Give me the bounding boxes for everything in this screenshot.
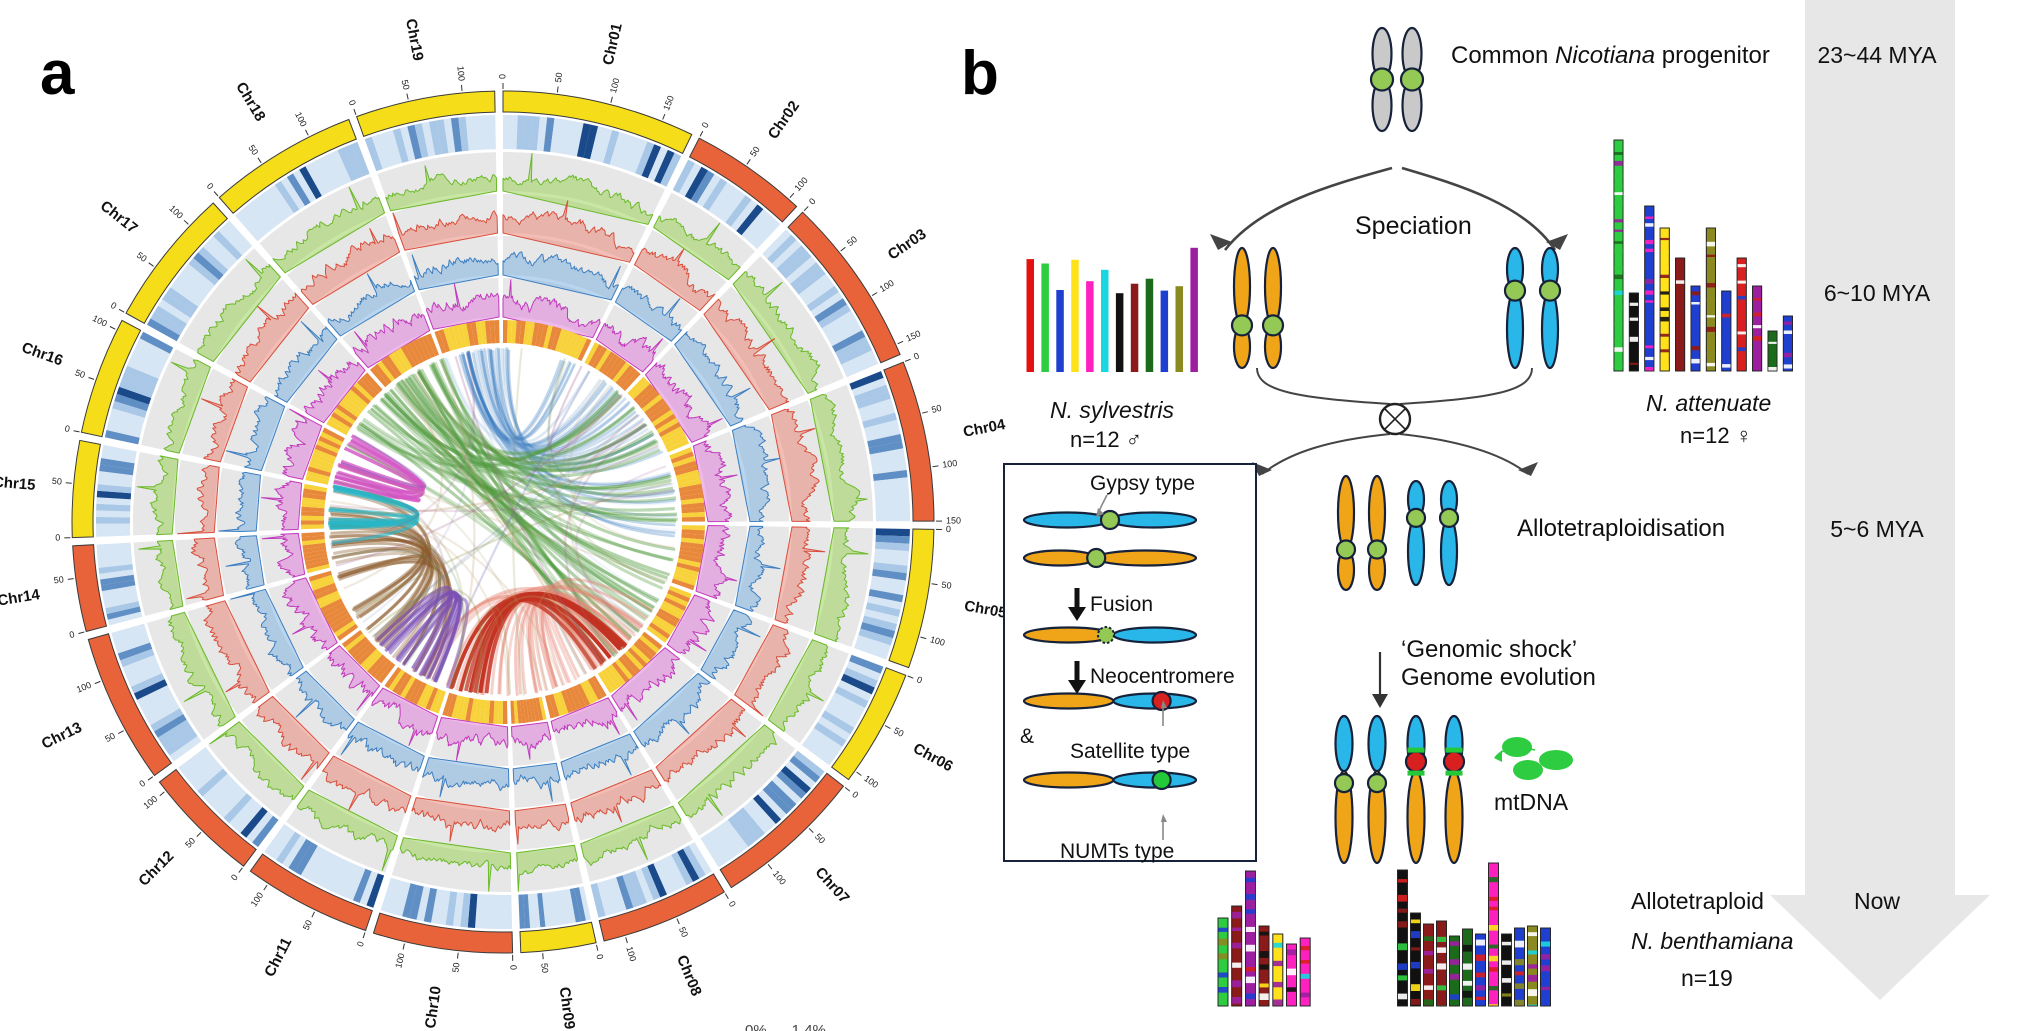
svg-text:50: 50 <box>246 143 260 157</box>
svg-text:50: 50 <box>183 836 197 850</box>
svg-text:Chr06: Chr06 <box>910 740 955 775</box>
svg-text:0: 0 <box>508 965 518 970</box>
svg-text:100: 100 <box>167 203 185 221</box>
svg-text:Chr02: Chr02 <box>765 98 803 143</box>
svg-text:100: 100 <box>624 945 638 962</box>
svg-text:Chr03: Chr03 <box>885 226 930 264</box>
svg-text:150: 150 <box>904 328 922 343</box>
svg-text:100: 100 <box>293 110 309 128</box>
svg-text:Chr12: Chr12 <box>135 848 177 890</box>
svg-text:Chr13: Chr13 <box>39 719 85 753</box>
svg-text:100: 100 <box>771 869 788 887</box>
svg-text:50: 50 <box>941 580 952 591</box>
svg-text:100: 100 <box>942 458 958 470</box>
svg-text:0: 0 <box>205 181 216 191</box>
svg-text:100: 100 <box>455 66 466 82</box>
svg-text:0: 0 <box>727 899 738 908</box>
svg-text:0: 0 <box>347 99 358 107</box>
svg-text:100: 100 <box>792 175 809 193</box>
svg-text:0: 0 <box>594 953 605 960</box>
svg-text:50: 50 <box>400 79 412 91</box>
svg-text:50: 50 <box>53 574 64 585</box>
svg-text:150: 150 <box>661 94 676 112</box>
svg-text:100: 100 <box>393 952 406 969</box>
svg-text:0: 0 <box>109 300 118 311</box>
svg-text:Chr07: Chr07 <box>811 864 852 907</box>
svg-text:Chr17: Chr17 <box>97 197 141 237</box>
svg-text:0: 0 <box>946 524 951 534</box>
svg-text:0: 0 <box>137 778 147 789</box>
svg-text:50: 50 <box>103 731 117 745</box>
svg-text:0: 0 <box>497 74 507 79</box>
svg-text:50: 50 <box>930 403 942 415</box>
svg-text:Chr09: Chr09 <box>556 986 578 1030</box>
svg-text:100: 100 <box>141 794 159 811</box>
svg-text:50: 50 <box>450 962 461 973</box>
svg-text:Chr19: Chr19 <box>402 17 426 62</box>
svg-text:Chr15: Chr15 <box>0 474 36 494</box>
svg-text:50: 50 <box>677 925 690 938</box>
svg-text:50: 50 <box>553 72 564 83</box>
svg-text:100: 100 <box>75 680 93 695</box>
svg-text:Chr10: Chr10 <box>422 985 445 1030</box>
svg-text:0: 0 <box>68 629 75 640</box>
svg-text:100: 100 <box>878 278 896 294</box>
svg-text:0: 0 <box>229 872 240 882</box>
svg-text:Chr16: Chr16 <box>19 339 65 369</box>
svg-text:0: 0 <box>55 532 60 542</box>
svg-text:0: 0 <box>915 674 923 685</box>
svg-text:Chr11: Chr11 <box>261 935 295 980</box>
svg-text:100: 100 <box>862 773 880 790</box>
svg-text:0: 0 <box>64 423 71 434</box>
svg-text:Chr08: Chr08 <box>673 953 705 999</box>
svg-text:Chr14: Chr14 <box>0 586 42 610</box>
svg-text:50: 50 <box>539 963 550 974</box>
svg-text:50: 50 <box>748 145 762 159</box>
svg-text:0: 0 <box>355 940 366 948</box>
svg-text:0: 0 <box>807 196 818 207</box>
svg-text:50: 50 <box>135 250 149 264</box>
svg-text:0: 0 <box>700 120 711 129</box>
svg-text:50: 50 <box>845 234 859 248</box>
svg-text:50: 50 <box>813 831 827 845</box>
svg-text:100: 100 <box>929 634 946 648</box>
svg-text:100: 100 <box>608 77 621 94</box>
svg-text:0: 0 <box>850 789 860 800</box>
svg-text:100: 100 <box>249 890 266 908</box>
svg-text:50: 50 <box>892 725 906 739</box>
svg-text:0: 0 <box>912 351 920 362</box>
svg-text:Chr18: Chr18 <box>232 79 269 124</box>
svg-text:50: 50 <box>74 367 87 380</box>
svg-text:50: 50 <box>51 476 62 487</box>
svg-text:50: 50 <box>301 918 314 931</box>
svg-text:Chr01: Chr01 <box>600 22 626 67</box>
svg-text:100: 100 <box>91 313 109 329</box>
